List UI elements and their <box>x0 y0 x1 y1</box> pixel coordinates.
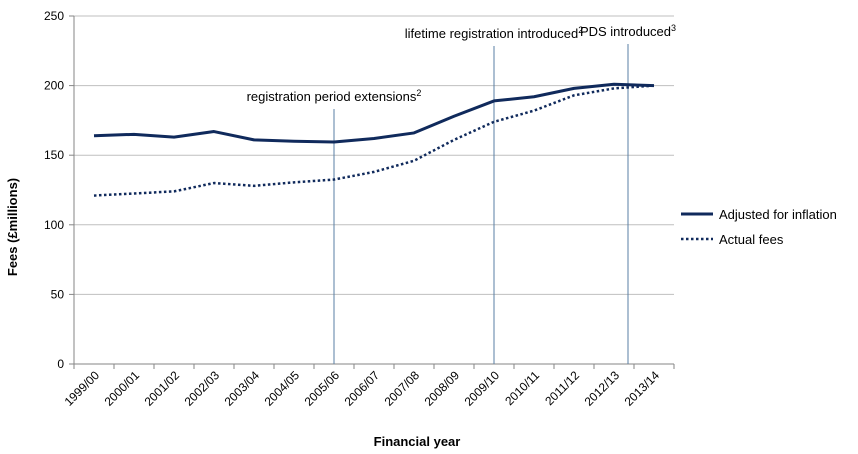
x-tick-label: 2009/10 <box>462 368 503 409</box>
x-tick-label: 2013/14 <box>622 368 663 409</box>
y-axis-title: Fees (£millions) <box>5 178 20 276</box>
y-tick-label: 100 <box>44 218 64 232</box>
series-line-adjusted <box>93 82 655 144</box>
x-tick-label: 2000/01 <box>102 368 143 409</box>
event-annotation: PDS introduced3 <box>580 23 676 39</box>
x-tick-labels: 1999/00 2000/01 2001/02 2002/03 2003/04 2004/… <box>62 368 663 409</box>
axes <box>69 15 675 369</box>
legend: Adjusted for inflation Actual fees <box>681 207 837 247</box>
x-tick-label: 1999/00 <box>62 368 103 409</box>
y-tick-labels: 0 50 100 150 200 250 <box>44 9 64 371</box>
x-tick-label: 2011/12 <box>542 368 582 408</box>
x-tick-label: 2006/07 <box>342 368 383 409</box>
y-tick-label: 250 <box>44 9 64 23</box>
x-tick-label: 2003/04 <box>222 368 263 409</box>
x-tick-label: 2007/08 <box>382 368 423 409</box>
y-tick-label: 150 <box>44 148 64 162</box>
x-tick-label: 2001/02 <box>142 368 183 409</box>
event-annotations: registration period extensions2 lifetime … <box>247 23 676 104</box>
x-tick-label: 2010/11 <box>502 368 542 408</box>
event-annotation: registration period extensions2 <box>247 88 422 104</box>
x-tick-label: 2012/13 <box>582 368 623 409</box>
y-tick-label: 200 <box>44 79 64 93</box>
event-annotation: lifetime registration introduced2 <box>405 25 583 41</box>
series-line-actual <box>93 84 655 197</box>
y-tick-label: 0 <box>57 357 64 371</box>
series-lines <box>93 82 655 197</box>
x-tick-label: 2008/09 <box>422 368 463 409</box>
x-tick-label: 2005/06 <box>302 368 343 409</box>
legend-label-actual: Actual fees <box>719 232 784 247</box>
x-tick-label: 2004/05 <box>262 368 303 409</box>
gridlines <box>74 15 674 295</box>
event-markers <box>333 44 629 364</box>
legend-label-adjusted: Adjusted for inflation <box>719 207 837 222</box>
x-axis-title: Financial year <box>374 434 461 449</box>
x-tick-label: 2002/03 <box>182 368 223 409</box>
y-tick-label: 50 <box>51 287 65 301</box>
